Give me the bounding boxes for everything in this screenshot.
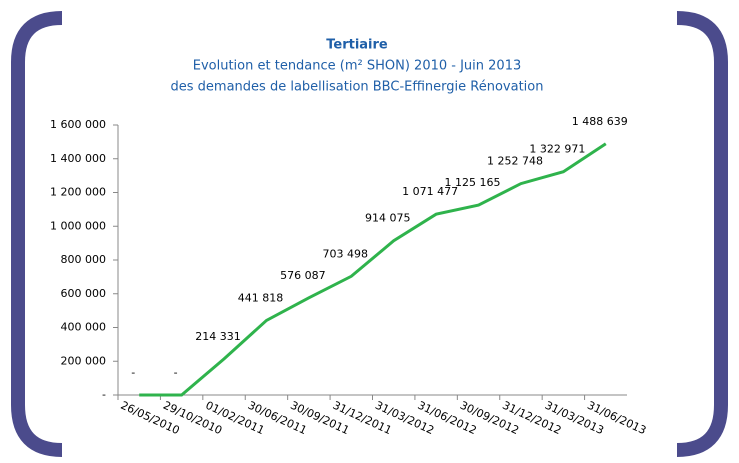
y-tick-label: 1 600 000 bbox=[50, 118, 106, 131]
y-tick-label: 800 000 bbox=[61, 253, 107, 266]
y-tick-label: 200 000 bbox=[61, 354, 107, 367]
data-line bbox=[139, 142, 607, 397]
data-label: 1 252 748 bbox=[487, 155, 543, 168]
data-label: 441 818 bbox=[238, 291, 284, 304]
data-label: 576 087 bbox=[280, 269, 326, 282]
data-label: - bbox=[174, 366, 178, 379]
y-tick-label: - bbox=[102, 388, 106, 401]
chart-title: Tertiaire bbox=[326, 38, 388, 53]
data-label: 1 071 477 bbox=[402, 185, 458, 198]
y-tick-label: 1 000 000 bbox=[50, 219, 106, 232]
y-tick-label: 1 200 000 bbox=[50, 186, 106, 199]
chart-subtitle: Evolution et tendance (m² SHON) 2010 - J… bbox=[193, 59, 522, 74]
data-label: 914 075 bbox=[365, 212, 411, 225]
data-label: 1 322 971 bbox=[529, 143, 585, 156]
data-label: 703 498 bbox=[323, 247, 369, 260]
frame-right bbox=[676, 11, 728, 457]
frame-left bbox=[11, 11, 63, 457]
data-label: 1 125 165 bbox=[445, 176, 501, 189]
y-tick-label: 1 400 000 bbox=[50, 152, 106, 165]
y-tick-label: 600 000 bbox=[61, 287, 107, 300]
data-label: 1 488 639 bbox=[572, 115, 628, 128]
chart-subtitle: des demandes de labellisation BBC-Effine… bbox=[171, 80, 544, 95]
y-tick-label: 400 000 bbox=[61, 321, 107, 334]
data-label: 214 331 bbox=[195, 330, 241, 343]
data-label: - bbox=[131, 366, 135, 379]
